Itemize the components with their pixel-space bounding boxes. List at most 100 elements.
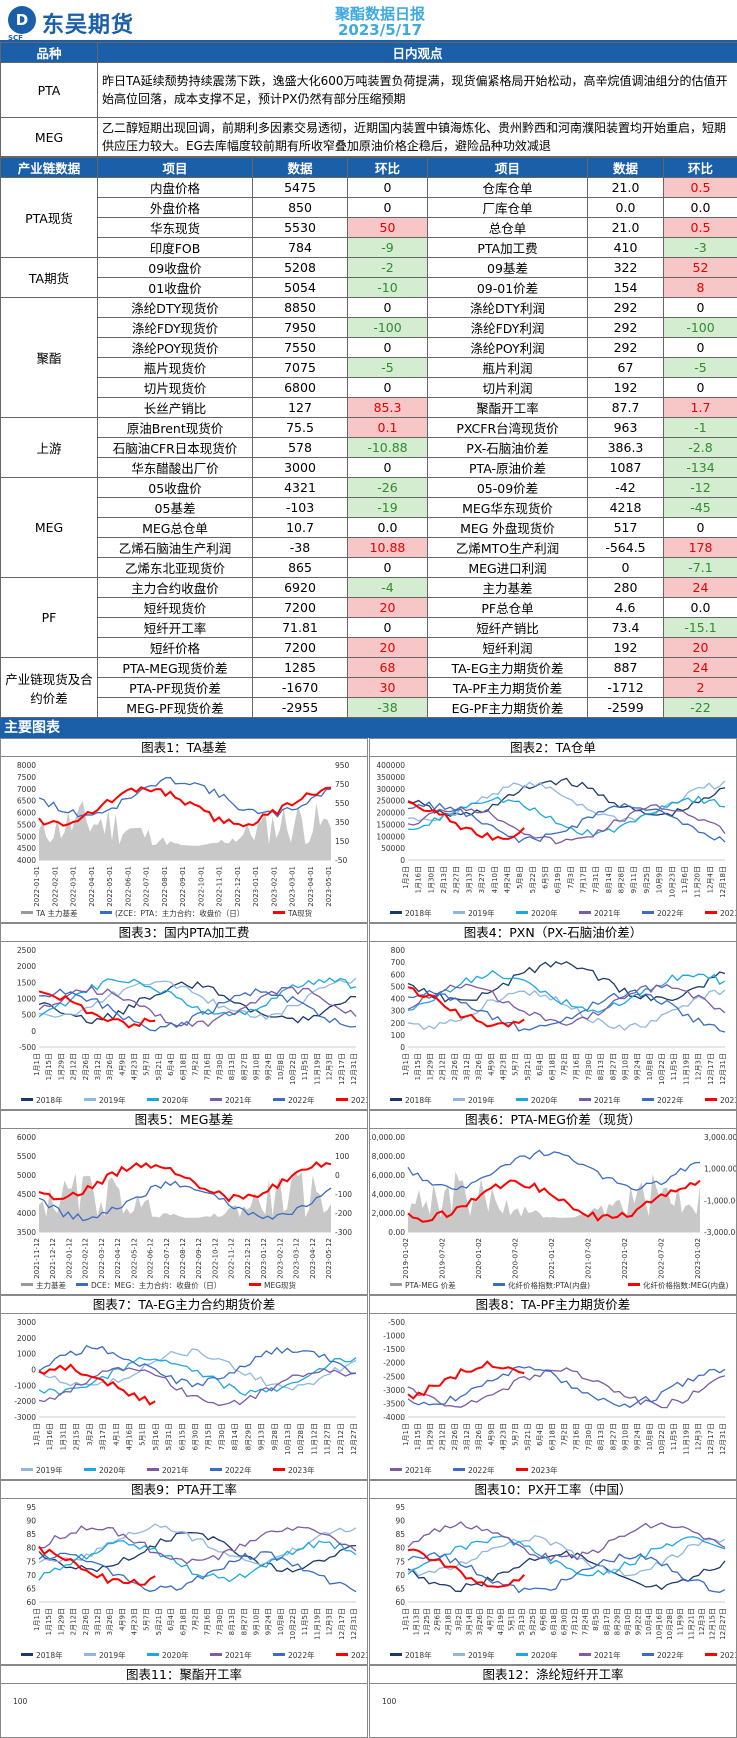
x-tick-label: 5月21日 <box>524 1053 532 1080</box>
y-tick-label: 100 <box>391 1031 406 1040</box>
x-tick-label: 9月10日 <box>252 1053 260 1080</box>
x-tick-label: 5月7日 <box>512 1423 520 1446</box>
y-tick-label: -500 <box>388 1318 405 1327</box>
table-cell-item-value: 6920 <box>253 578 348 598</box>
table-cell-item-change: -7.1 <box>664 558 737 578</box>
table-cell-item-label: 短纤利润 <box>428 638 588 658</box>
table-cell-item-label: 短纤价格 <box>98 638 253 658</box>
table-group-label: 上游 <box>1 418 98 478</box>
x-tick-label: 6月18日 <box>550 1608 558 1635</box>
x-tick-label: 3月26日 <box>475 1423 483 1450</box>
x-tick-label: 10月16日 <box>656 1608 664 1640</box>
x-tick-label: 2022-04-01 <box>88 866 96 907</box>
legend-label: 2023年 <box>288 1465 315 1475</box>
x-tick-label: 2月12日 <box>70 1608 78 1635</box>
x-tick-label: 10月28日 <box>297 1423 305 1455</box>
x-tick-label: 12月27日 <box>350 1423 358 1455</box>
y-tick-label: 300 <box>391 1007 406 1016</box>
table-cell-item-value: 963 <box>588 418 664 438</box>
table-cell-item-change: -10.88 <box>348 438 428 458</box>
table-cell-item-label: 涤纶DTY现货价 <box>98 298 253 318</box>
x-tick-label: 5月21日 <box>155 1608 163 1635</box>
x-tick-label: 7月12日 <box>571 1608 579 1635</box>
x-tick-label: 11月27日 <box>324 1423 332 1455</box>
legend-swatch <box>210 1653 222 1656</box>
x-tick-label: 11月5日 <box>670 1423 678 1450</box>
x-tick-label: 2022-11-12 <box>228 1238 236 1279</box>
x-tick-label: 2023-05-12 <box>325 1238 333 1279</box>
y-tick-label: 95 <box>26 1503 36 1512</box>
table-cell-item-change: 68 <box>348 658 428 678</box>
x-tick-label: 4月9日 <box>118 1053 126 1076</box>
x-tick-label: 4月19日 <box>497 1608 505 1635</box>
legend-label: 2023年 <box>351 1650 367 1660</box>
x-tick-label: 6月18日 <box>179 1053 187 1080</box>
y-tick-label: 85 <box>26 1530 36 1539</box>
y-tick-label: 7000 <box>17 785 36 794</box>
x-tick-label: 3月12日 <box>463 1053 471 1080</box>
y-tick-label: 4000 <box>17 856 36 865</box>
y-tick-label: 550 <box>335 799 350 808</box>
x-tick-label: 2022-09-12 <box>195 1238 203 1279</box>
x-tick-label: 9月24日 <box>634 1423 642 1450</box>
line-series <box>408 1368 725 1408</box>
x-tick-label: 12月17日 <box>707 1423 715 1455</box>
y-tick-label: -2500 <box>383 1372 405 1381</box>
table-header-cell: 数据 <box>588 158 664 178</box>
view-text: 昨日TA延续颓势持续震荡下跌，逸盛大化600万吨装置负荷提满，现货偏紧格局开始松… <box>98 63 737 118</box>
table-cell-item-change: 0.0 <box>664 198 737 218</box>
legend-label: 2022年 <box>468 1465 495 1475</box>
x-tick-label: 2023-01-12 <box>260 1238 268 1279</box>
y-tick-label: 100 <box>335 1152 350 1161</box>
table-cell-item-change: 30 <box>348 678 428 698</box>
legend-swatch <box>705 911 717 914</box>
table-group-label: TA期货 <box>1 258 98 298</box>
y-tick-label: 200000 <box>376 809 405 818</box>
x-tick-label: 3月2日 <box>455 1608 463 1631</box>
table-cell-item-label: 短纤产销比 <box>428 618 588 638</box>
table-cell-item-label: PTA-原油价差 <box>428 458 588 478</box>
y-tick-label: -4000 <box>383 1413 405 1422</box>
table-cell-item-change: 0.1 <box>348 418 428 438</box>
table-cell-item-value: 4321 <box>253 478 348 498</box>
table-cell-item-value: 192 <box>588 378 664 398</box>
x-tick-label: 7月30日 <box>585 1423 593 1450</box>
table-cell-item-change: 20 <box>348 598 428 618</box>
table-cell-item-value: 410 <box>588 238 664 258</box>
y-tick-label: 6500 <box>17 797 36 806</box>
legend-swatch <box>642 911 654 914</box>
table-header-cell: 项目 <box>98 158 253 178</box>
x-tick-label: 9月13日 <box>258 1423 266 1450</box>
report-title-name: 聚酯数据日报 <box>290 6 470 22</box>
legend-label: 2019年 <box>99 1095 126 1105</box>
x-tick-label: 3月17日 <box>99 1423 107 1450</box>
x-tick-label: 7月2日 <box>192 1053 200 1076</box>
legend-swatch <box>516 1468 528 1471</box>
legend-label: 2020年 <box>162 1095 189 1105</box>
x-tick-label: 2月13日 <box>440 866 448 893</box>
y-tick-label: 3,000.00 <box>704 1133 736 1142</box>
table-cell-item-label: 09-01价差 <box>428 278 588 298</box>
x-tick-label: 3月26日 <box>476 1608 484 1635</box>
x-tick-label: 10月13日 <box>284 1423 292 1455</box>
x-tick-label: 2022-02-01 <box>51 866 59 907</box>
table-cell-item-value: 280 <box>588 578 664 598</box>
x-tick-label: 9月10日 <box>621 1053 629 1080</box>
table-cell-item-value: 4218 <box>588 498 664 518</box>
legend-swatch <box>21 1468 33 1471</box>
legend-label: 2018年 <box>405 1650 432 1660</box>
legend-swatch <box>76 1283 88 1286</box>
x-tick-label: 4月24日 <box>503 866 511 893</box>
x-tick-label: 6月4日 <box>167 1608 175 1631</box>
x-tick-label: 10月8日 <box>277 1608 285 1635</box>
